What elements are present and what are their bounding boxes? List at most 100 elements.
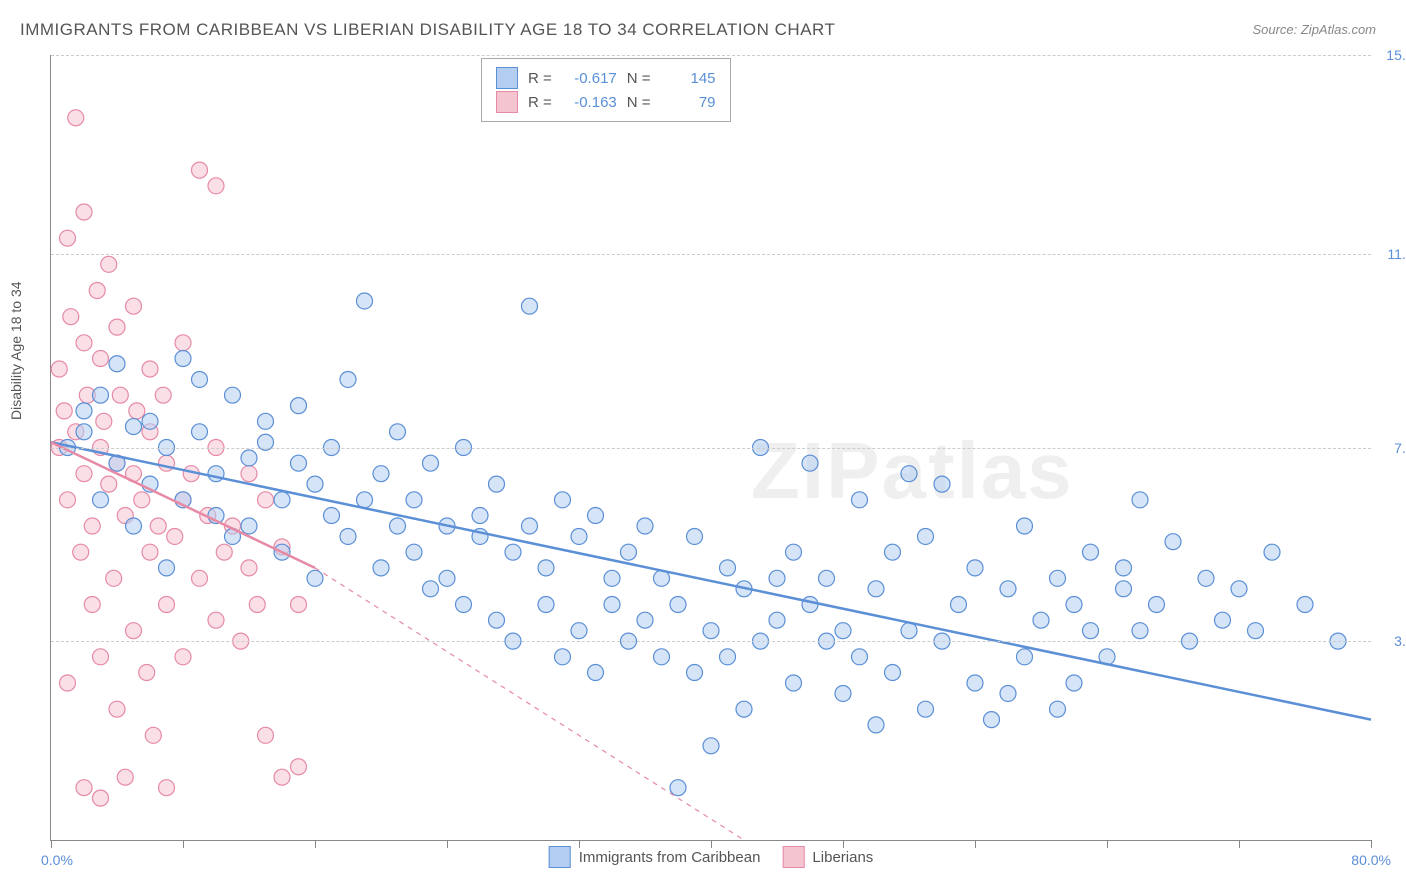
data-point xyxy=(522,298,538,314)
x-tick xyxy=(579,840,580,848)
data-point xyxy=(819,570,835,586)
data-point xyxy=(76,466,92,482)
data-point xyxy=(670,597,686,613)
data-point xyxy=(918,528,934,544)
data-point xyxy=(291,398,307,414)
data-point xyxy=(139,665,155,681)
data-point xyxy=(142,413,158,429)
y-tick-label: 15.0% xyxy=(1386,47,1406,63)
data-point xyxy=(192,424,208,440)
data-point xyxy=(703,738,719,754)
data-point xyxy=(1215,612,1231,628)
data-point xyxy=(274,769,290,785)
data-point xyxy=(571,623,587,639)
data-point xyxy=(89,283,105,299)
x-axis-max-label: 80.0% xyxy=(1351,852,1391,868)
data-point xyxy=(802,597,818,613)
data-point xyxy=(159,597,175,613)
data-point xyxy=(307,476,323,492)
data-point xyxy=(934,476,950,492)
data-point xyxy=(93,351,109,367)
data-point xyxy=(1165,534,1181,550)
data-point xyxy=(76,403,92,419)
data-point xyxy=(1264,544,1280,560)
data-point xyxy=(126,298,142,314)
data-point xyxy=(117,769,133,785)
data-point xyxy=(216,544,232,560)
data-point xyxy=(84,518,100,534)
data-point xyxy=(208,612,224,628)
data-point xyxy=(472,508,488,524)
data-point xyxy=(76,424,92,440)
y-axis-label: Disability Age 18 to 34 xyxy=(8,281,24,420)
data-point xyxy=(109,319,125,335)
data-point xyxy=(340,528,356,544)
data-point xyxy=(142,361,158,377)
data-point xyxy=(145,727,161,743)
data-point xyxy=(720,649,736,665)
data-point xyxy=(538,597,554,613)
data-point xyxy=(76,204,92,220)
data-point xyxy=(167,528,183,544)
data-point xyxy=(984,712,1000,728)
data-point xyxy=(951,597,967,613)
data-point xyxy=(604,597,620,613)
data-point xyxy=(101,476,117,492)
data-point xyxy=(96,413,112,429)
data-point xyxy=(489,476,505,492)
data-point xyxy=(291,455,307,471)
data-point xyxy=(571,528,587,544)
data-point xyxy=(241,466,257,482)
data-point xyxy=(134,492,150,508)
data-point xyxy=(918,701,934,717)
data-point xyxy=(505,544,521,560)
data-point xyxy=(786,544,802,560)
data-point xyxy=(258,492,274,508)
data-point xyxy=(93,492,109,508)
x-tick xyxy=(843,840,844,848)
x-tick xyxy=(1239,840,1240,848)
data-point xyxy=(1050,570,1066,586)
chart-title: IMMIGRANTS FROM CARIBBEAN VS LIBERIAN DI… xyxy=(20,20,835,40)
data-point xyxy=(126,623,142,639)
data-point xyxy=(60,675,76,691)
data-point xyxy=(241,560,257,576)
data-point xyxy=(159,560,175,576)
data-point xyxy=(406,544,422,560)
data-point xyxy=(373,560,389,576)
data-point xyxy=(736,701,752,717)
data-point xyxy=(1198,570,1214,586)
data-point xyxy=(1116,560,1132,576)
gridline xyxy=(51,448,1371,449)
data-point xyxy=(142,544,158,560)
data-point xyxy=(1050,701,1066,717)
data-point xyxy=(703,623,719,639)
data-point xyxy=(241,518,257,534)
data-point xyxy=(687,665,703,681)
data-point xyxy=(1116,581,1132,597)
data-point xyxy=(51,361,67,377)
source-attribution: Source: ZipAtlas.com xyxy=(1252,22,1376,37)
data-point xyxy=(1297,597,1313,613)
data-point xyxy=(106,570,122,586)
data-point xyxy=(835,623,851,639)
data-point xyxy=(175,649,191,665)
data-point xyxy=(1017,518,1033,534)
data-point xyxy=(555,649,571,665)
data-point xyxy=(769,612,785,628)
data-point xyxy=(60,492,76,508)
data-point xyxy=(112,387,128,403)
data-point xyxy=(868,717,884,733)
data-point xyxy=(1231,581,1247,597)
data-point xyxy=(249,597,265,613)
data-point xyxy=(654,649,670,665)
legend-swatch-liberians xyxy=(782,846,804,868)
data-point xyxy=(687,528,703,544)
data-point xyxy=(126,518,142,534)
data-point xyxy=(423,581,439,597)
data-point xyxy=(835,685,851,701)
data-point xyxy=(538,560,554,576)
data-point xyxy=(1248,623,1264,639)
data-point xyxy=(76,335,92,351)
legend-swatch-caribbean xyxy=(549,846,571,868)
